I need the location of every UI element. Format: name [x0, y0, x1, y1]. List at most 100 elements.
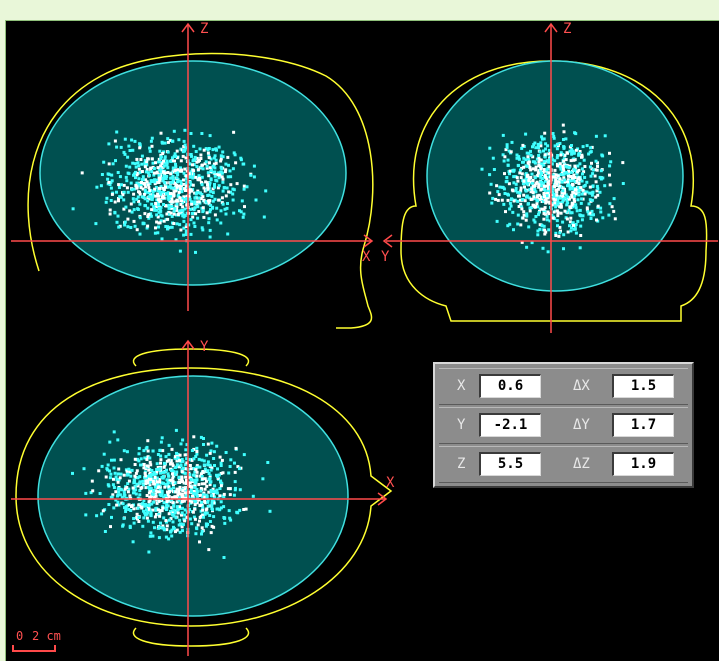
source-point — [168, 138, 172, 142]
source-point — [163, 171, 167, 175]
source-point — [140, 154, 144, 158]
source-point — [528, 209, 532, 213]
source-point — [160, 436, 164, 440]
source-point — [525, 212, 529, 216]
source-point — [174, 208, 178, 212]
source-point — [148, 490, 152, 494]
source-point — [525, 164, 529, 168]
source-point — [142, 195, 146, 199]
source-point — [116, 500, 120, 504]
source-point — [153, 180, 157, 184]
source-point — [565, 203, 569, 207]
source-point — [125, 186, 129, 190]
source-point — [95, 514, 99, 518]
source-point — [524, 158, 528, 162]
source-point — [118, 195, 122, 199]
source-point — [550, 162, 554, 166]
source-point — [537, 197, 541, 201]
source-point — [124, 505, 128, 509]
source-point — [180, 492, 184, 496]
source-point — [545, 168, 549, 172]
source-point — [137, 516, 141, 519]
source-point — [109, 472, 113, 476]
source-point — [193, 206, 197, 210]
source-point — [126, 155, 130, 159]
source-point — [132, 172, 136, 176]
source-point — [147, 195, 151, 199]
source-point — [165, 528, 169, 532]
source-point — [158, 488, 162, 492]
source-point — [177, 477, 181, 481]
source-point — [107, 503, 111, 506]
source-point — [196, 523, 200, 527]
source-point — [177, 488, 181, 492]
scale-bar: 0 2 cm — [12, 629, 61, 652]
source-point — [519, 168, 522, 172]
source-point — [488, 191, 492, 195]
source-point — [161, 524, 165, 528]
source-point — [546, 210, 550, 214]
x-label: X — [457, 378, 466, 394]
source-point — [550, 196, 554, 200]
source-point — [206, 151, 210, 155]
source-point — [577, 193, 581, 197]
source-point — [588, 165, 592, 169]
source-point — [195, 494, 199, 498]
source-point — [199, 493, 203, 497]
source-point — [182, 233, 186, 237]
source-point — [503, 172, 506, 176]
source-point — [183, 187, 187, 191]
source-point — [151, 449, 155, 453]
source-point — [175, 505, 179, 509]
source-point — [165, 478, 169, 482]
source-point — [141, 178, 145, 182]
axial-nose-outline — [132, 348, 250, 367]
source-point — [502, 187, 506, 191]
source-point — [166, 227, 169, 231]
source-point — [195, 465, 199, 469]
source-point — [536, 205, 540, 209]
source-point — [552, 136, 556, 140]
source-point — [158, 478, 162, 481]
source-point — [182, 148, 186, 152]
source-point — [109, 496, 113, 500]
source-point — [527, 177, 531, 180]
source-point — [183, 128, 187, 132]
coronal-view: Z Y — [381, 21, 718, 333]
source-point — [559, 153, 563, 157]
source-point — [174, 189, 178, 193]
source-point — [575, 190, 579, 194]
source-point — [207, 199, 210, 203]
source-point — [152, 171, 156, 175]
coronal-y-label: Y — [381, 249, 390, 265]
source-point — [585, 144, 589, 148]
source-point — [193, 517, 197, 521]
source-point — [175, 487, 179, 491]
source-point — [184, 448, 188, 452]
source-point — [170, 215, 174, 218]
source-point — [194, 455, 198, 458]
delta-y-value-field: 1.7 — [612, 413, 674, 437]
source-point — [108, 469, 111, 473]
source-point — [125, 469, 129, 473]
source-point — [252, 175, 256, 179]
source-point — [566, 201, 570, 205]
source-point — [159, 153, 163, 157]
source-point — [536, 233, 540, 237]
source-point — [533, 161, 537, 165]
source-point — [196, 205, 200, 209]
source-point — [543, 131, 547, 135]
source-point — [521, 216, 525, 220]
source-point — [148, 173, 151, 177]
source-point — [209, 203, 213, 207]
source-point — [574, 223, 578, 226]
source-point — [209, 189, 213, 193]
source-point — [215, 179, 219, 183]
source-point — [562, 130, 566, 134]
source-point — [560, 191, 564, 194]
source-point — [161, 506, 165, 510]
source-point — [122, 150, 126, 154]
source-point — [144, 474, 148, 478]
source-point — [166, 140, 170, 144]
source-point — [154, 205, 158, 209]
